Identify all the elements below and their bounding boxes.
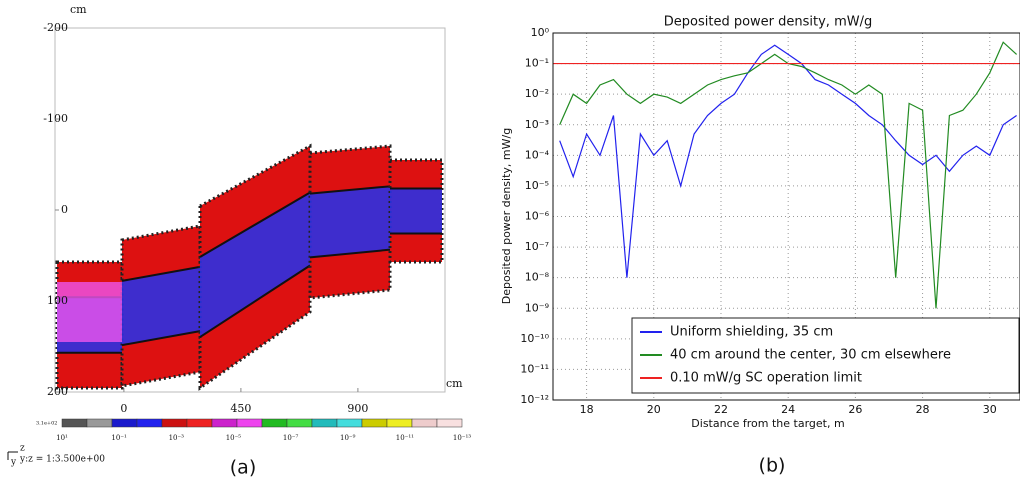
axis-name-y: y — [10, 458, 17, 468]
y-tick-label: 10⁻⁸ — [525, 271, 550, 284]
y-tick-label: 10⁻¹⁰ — [520, 332, 549, 345]
colorbar-cell — [86, 418, 113, 428]
colorbar-label: 10¹ — [56, 434, 68, 442]
panel-b: Deposited power density, mW/g 10⁰ 10⁻¹ 10⁻²… — [500, 15, 1020, 477]
x-tick-label: 0 — [120, 402, 127, 415]
colorbar-cell — [136, 418, 163, 428]
colorbar-label: 10⁻¹ — [111, 434, 127, 442]
y-tick-label: 10⁻⁷ — [525, 240, 549, 253]
colorbar-label: 10⁻³ — [169, 434, 185, 442]
colorbar-label: 10⁻¹¹ — [396, 434, 414, 442]
hot-region — [57, 282, 122, 342]
plot-frame — [552, 32, 1020, 401]
y-tick-label: 10⁻¹ — [525, 57, 549, 70]
x-tick-label: 30 — [983, 403, 997, 416]
core-edge — [199, 191, 311, 258]
colorbar-cell — [436, 418, 463, 428]
colorbar-cell — [61, 418, 88, 428]
x-tick-label: 20 — [647, 403, 661, 416]
y-tick-label: 10⁻³ — [525, 118, 549, 131]
colorbar-cell — [161, 418, 188, 428]
colorbar-label: 10⁻¹³ — [453, 434, 471, 442]
x-tick-label: 22 — [714, 403, 728, 416]
colorbar-cell — [386, 418, 413, 428]
x-tick-label: 28 — [916, 403, 930, 416]
beam-core — [310, 186, 390, 258]
legend-label: 40 cm around the center, 30 cm elsewhere — [670, 348, 951, 363]
beam-core — [390, 188, 442, 234]
y-unit: cm — [70, 3, 87, 16]
colorbar-cell — [361, 418, 388, 428]
y-tick-label: 10⁻¹² — [520, 393, 549, 406]
core-edge — [121, 265, 201, 282]
colorbar-cell — [311, 418, 338, 428]
y-tick-label: 0 — [61, 203, 68, 216]
x-unit: cm — [446, 377, 463, 390]
y-tick-label: 10⁻⁵ — [525, 179, 549, 192]
colorbar-cell — [211, 418, 238, 428]
axis-note: y:z = 1:3.500e+00 — [19, 455, 105, 465]
colorbar-cell — [236, 418, 263, 428]
y-tick-label: 10⁻⁹ — [525, 301, 549, 314]
colorbar-cell — [286, 418, 313, 428]
core-edge — [309, 248, 391, 259]
chart-title: Deposited power density, mW/g — [664, 15, 872, 30]
y-tick-label: 10⁻¹¹ — [520, 362, 549, 375]
colorbar-cell — [336, 418, 363, 428]
caption: (b) — [759, 455, 786, 477]
y-tick-label: 10⁻² — [525, 87, 549, 100]
beam-core — [200, 192, 310, 338]
x-axis-label: Distance from the target, m — [691, 417, 844, 430]
colorbar-label: 10⁻⁷ — [283, 434, 299, 442]
colorbar-cell — [261, 418, 288, 428]
axis-name-z: z — [20, 444, 25, 454]
colorbar-cell — [111, 418, 138, 428]
y-tick-label: 10⁻⁶ — [525, 210, 550, 223]
legend-box — [631, 317, 1020, 394]
colorbar-label: 10⁻⁵ — [226, 434, 242, 442]
colorbar-label: 10⁻⁹ — [340, 434, 356, 442]
x-tick-label: 24 — [781, 403, 795, 416]
x-tick-label: 18 — [580, 403, 594, 416]
x-tick-label: 900 — [347, 402, 368, 415]
colorbar-cell — [186, 418, 213, 428]
y-tick-label: 10⁻⁴ — [525, 148, 550, 161]
legend-label: 0.10 mW/g SC operation limit — [670, 371, 862, 386]
core-edge — [309, 185, 391, 195]
core-edge — [121, 330, 201, 347]
plot-area — [553, 41, 1020, 309]
x-tick-label: 450 — [230, 402, 251, 415]
legend-label: Uniform shielding, 35 cm — [670, 325, 833, 340]
x-tick-label: 26 — [848, 403, 862, 416]
colorbar-cell — [411, 418, 438, 428]
y-axis-label: Deposited power density, mW/g — [500, 128, 513, 304]
series-line — [559, 44, 1017, 278]
core-edge — [199, 264, 311, 338]
caption: (a) — [230, 457, 256, 479]
colorbar-max: 3.1e+02 — [36, 421, 57, 427]
y-tick-label: 10⁰ — [531, 26, 550, 39]
beam-core — [122, 266, 200, 346]
